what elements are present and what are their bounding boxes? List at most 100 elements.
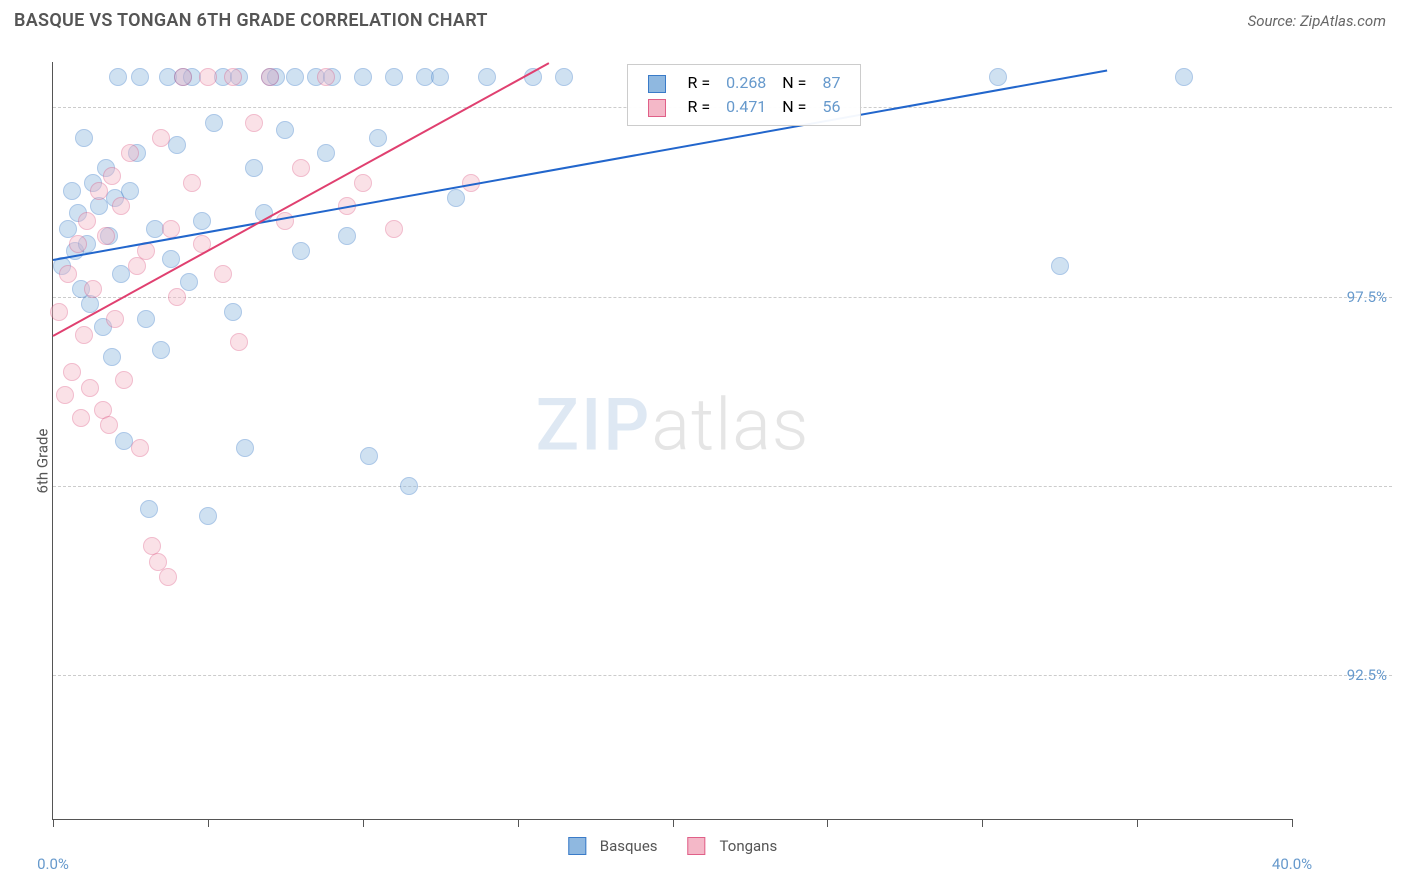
data-point: [59, 265, 77, 283]
stat-n-label: N =: [774, 95, 814, 119]
x-tick-label: 40.0%: [1272, 855, 1312, 873]
data-point: [90, 182, 108, 200]
x-tick-label: 0.0%: [37, 855, 69, 873]
data-point: [261, 68, 279, 86]
data-point: [152, 129, 170, 147]
x-tick: [1137, 819, 1138, 827]
data-point: [555, 68, 573, 86]
data-point: [69, 235, 87, 253]
plot-area: ZIPatlas 92.5%97.5%0.0%40.0%R =0.268N =8…: [52, 62, 1292, 820]
legend-label: Tongans: [720, 837, 778, 855]
data-point: [199, 68, 217, 86]
data-point: [115, 371, 133, 389]
data-point: [168, 136, 186, 154]
data-point: [292, 242, 310, 260]
data-point: [112, 197, 130, 215]
data-point: [63, 363, 81, 381]
trend-line: [53, 70, 1107, 261]
legend-swatch: [648, 75, 666, 93]
chart-title: BASQUE VS TONGAN 6TH GRADE CORRELATION C…: [14, 10, 488, 31]
x-tick: [53, 819, 54, 827]
legend-label: Basques: [600, 837, 658, 855]
data-point: [1051, 257, 1069, 275]
data-point: [385, 68, 403, 86]
data-point: [385, 220, 403, 238]
data-point: [214, 265, 232, 283]
watermark-sub: atlas: [651, 383, 809, 468]
data-point: [131, 439, 149, 457]
x-tick: [673, 819, 674, 827]
stat-n-value: 56: [814, 95, 848, 119]
data-point: [317, 68, 335, 86]
data-point: [131, 68, 149, 86]
stat-n-label: N =: [774, 71, 814, 95]
data-point: [162, 220, 180, 238]
legend-item: Basques: [568, 837, 658, 855]
gridline: [53, 297, 1392, 298]
chart-header: BASQUE VS TONGAN 6TH GRADE CORRELATION C…: [0, 0, 1406, 37]
data-point: [478, 68, 496, 86]
data-point: [989, 68, 1007, 86]
data-point: [230, 333, 248, 351]
data-point: [106, 310, 124, 328]
y-axis-label: 6th Grade: [33, 429, 51, 494]
data-point: [72, 409, 90, 427]
data-point: [317, 144, 335, 162]
data-point: [56, 386, 74, 404]
data-point: [78, 212, 96, 230]
data-point: [75, 326, 93, 344]
data-point: [168, 288, 186, 306]
data-point: [137, 310, 155, 328]
stat-r-label: R =: [680, 95, 719, 119]
data-point: [360, 447, 378, 465]
data-point: [103, 167, 121, 185]
data-point: [152, 341, 170, 359]
data-point: [338, 227, 356, 245]
x-tick: [827, 819, 828, 827]
data-point: [159, 568, 177, 586]
data-point: [63, 182, 81, 200]
data-point: [81, 379, 99, 397]
legend-item: Tongans: [688, 837, 778, 855]
legend-swatch: [568, 837, 586, 855]
data-point: [84, 280, 102, 298]
data-point: [245, 114, 263, 132]
data-point: [109, 68, 127, 86]
data-point: [286, 68, 304, 86]
watermark: ZIPatlas: [536, 383, 810, 468]
data-point: [140, 500, 158, 518]
data-point: [447, 189, 465, 207]
gridline: [53, 675, 1392, 676]
legend-swatch: [688, 837, 706, 855]
data-point: [400, 477, 418, 495]
chart-container: 6th Grade ZIPatlas 92.5%97.5%0.0%40.0%R …: [14, 42, 1392, 880]
data-point: [174, 68, 192, 86]
stat-r-value: 0.268: [718, 71, 774, 95]
data-point: [199, 507, 217, 525]
x-tick: [982, 819, 983, 827]
data-point: [276, 212, 294, 230]
data-point: [75, 129, 93, 147]
data-point: [103, 348, 121, 366]
y-tick-label: 97.5%: [1347, 288, 1387, 306]
y-tick-label: 92.5%: [1347, 666, 1387, 684]
data-point: [97, 227, 115, 245]
data-point: [100, 416, 118, 434]
x-tick: [1292, 819, 1293, 827]
x-tick: [518, 819, 519, 827]
data-point: [431, 68, 449, 86]
data-point: [245, 159, 263, 177]
legend-swatch: [648, 99, 666, 117]
gridline: [53, 486, 1392, 487]
stat-n-value: 87: [814, 71, 848, 95]
data-point: [183, 174, 201, 192]
data-point: [236, 439, 254, 457]
data-point: [276, 121, 294, 139]
data-point: [354, 68, 372, 86]
data-point: [224, 303, 242, 321]
watermark-main: ZIP: [536, 383, 652, 468]
data-point: [128, 257, 146, 275]
data-point: [121, 144, 139, 162]
stat-r-label: R =: [680, 71, 719, 95]
data-point: [1175, 68, 1193, 86]
